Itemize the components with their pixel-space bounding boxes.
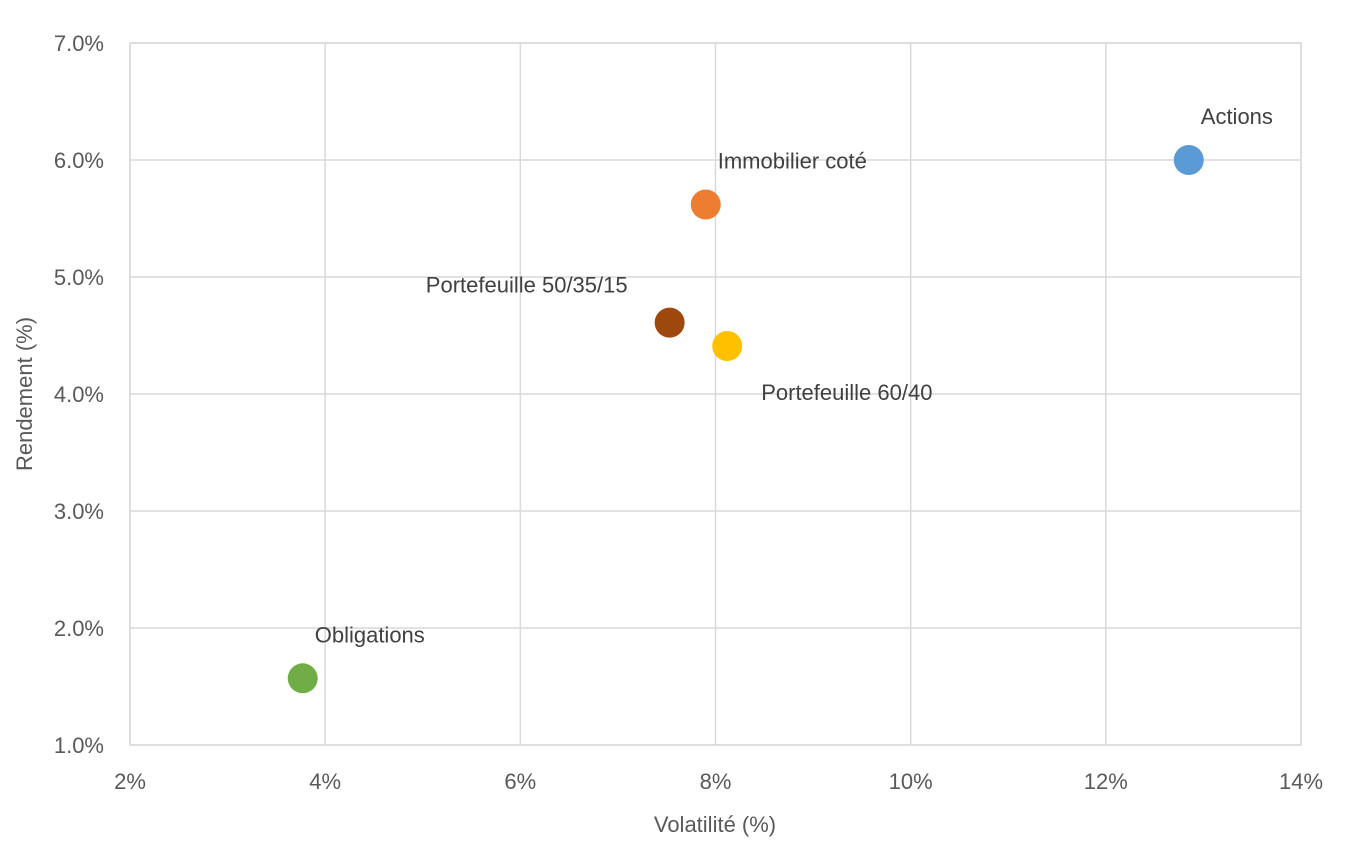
data-label: Actions [1201,104,1273,129]
data-point [712,331,743,362]
y-tick-label: 6.0% [54,148,104,173]
y-axis-title: Rendement (%) [12,317,37,471]
x-tick-label: 8% [700,769,732,794]
y-tick-label: 2.0% [54,616,104,641]
grid [129,42,1302,746]
data-label: Portefeuille 60/40 [761,380,932,405]
y-tick-label: 5.0% [54,265,104,290]
x-axis-ticks: 2% 4% 6% 8% 10% 12% 14% [114,769,1323,794]
y-tick-label: 4.0% [54,382,104,407]
data-label: Immobilier coté [718,148,867,173]
x-tick-label: 14% [1279,769,1323,794]
y-tick-label: 7.0% [54,31,104,56]
y-tick-label: 1.0% [54,733,104,758]
data-point [1173,145,1204,175]
data-point [287,663,318,694]
x-tick-label: 4% [309,769,341,794]
x-tick-label: 12% [1084,769,1128,794]
data-label: Obligations [315,622,425,647]
y-axis-ticks: 1.0% 2.0% 3.0% 4.0% 5.0% 6.0% 7.0% [54,31,104,758]
x-tick-label: 2% [114,769,146,794]
y-tick-label: 3.0% [54,499,104,524]
data-label: Portefeuille 50/35/15 [426,273,628,298]
data-point [690,189,721,220]
x-axis-title: Volatilité (%) [654,812,776,837]
plot-area [129,42,1302,746]
data-point [654,307,685,338]
data-labels: Actions Immobilier coté Portefeuille 50/35… [315,104,1273,647]
x-tick-label: 10% [889,769,933,794]
data-points [287,145,1204,694]
x-tick-label: 6% [504,769,536,794]
